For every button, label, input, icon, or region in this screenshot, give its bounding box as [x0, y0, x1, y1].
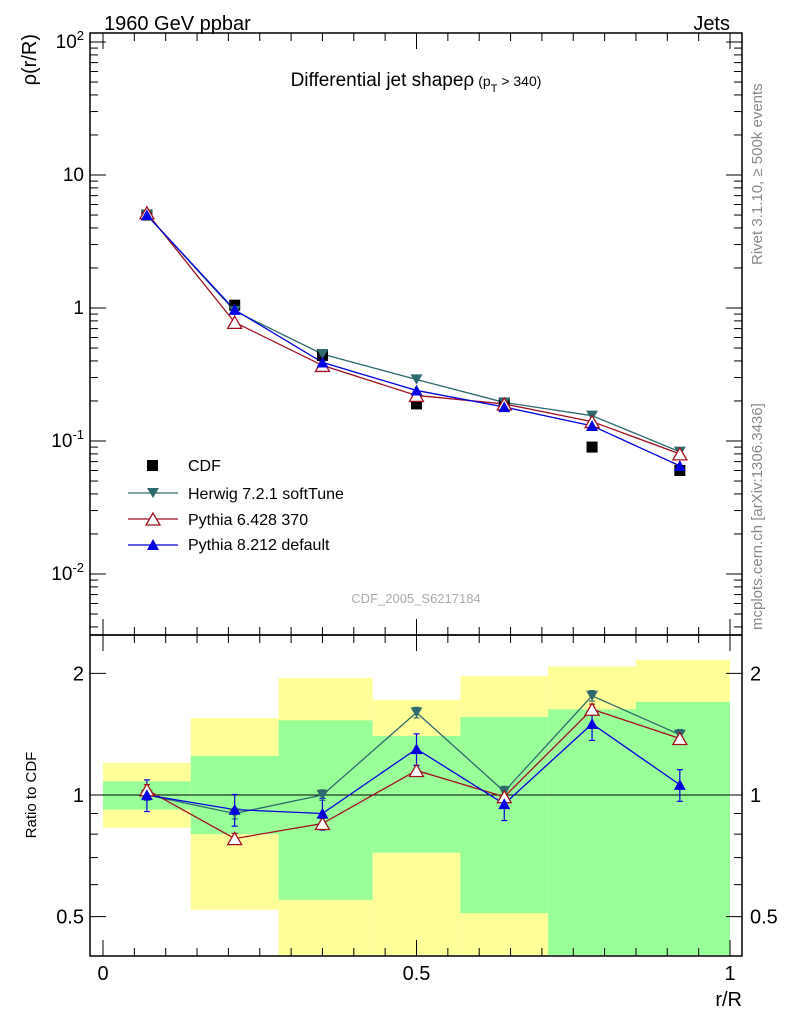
main-panel: 10-2 10-1 1 10 102 Differential jet shapeρ (p…: [19, 28, 743, 636]
header-right: Jets: [693, 13, 730, 35]
point-cdf: [586, 441, 598, 453]
ratio-y-tick-label: 1: [73, 785, 84, 807]
y-tick-label: 10-1: [51, 427, 84, 452]
point-herwig-7-2-1-softtune: [410, 374, 423, 385]
series-line-herwig-7-2-1-softtune: [146, 214, 681, 453]
y-tick-label: 10-2: [51, 560, 84, 585]
band-inner: [278, 720, 373, 900]
ratio-axis-ticks: 0.5 0.5 1 1 2 2 0 0.5 1: [56, 635, 778, 985]
legend-item-cdf: CDF: [147, 458, 221, 475]
ratio-point-herwig-7-2-1-softtune: [316, 789, 329, 801]
band-inner: [548, 709, 636, 955]
point-pythia-8-212-default: [228, 304, 241, 315]
legend-item-pythia6: Pythia 6.428 370: [128, 511, 308, 529]
main-axis-ticks: 10-2 10-1 1 10 102: [51, 28, 742, 635]
point-pythia-8-212-default: [410, 384, 423, 396]
x-axis-label: r/R: [715, 989, 742, 1011]
y-tick-label: 10: [63, 165, 84, 186]
point-pythia-8-212-default: [316, 356, 329, 368]
ratio-frame: [89, 634, 743, 957]
y-tick-label: 102: [56, 28, 84, 53]
ratio-uncertainty-bands: [103, 659, 730, 955]
ratio-y-tick-label-right: 2: [750, 663, 761, 685]
main-y-label: ρ(r/R): [19, 34, 41, 85]
point-pythia-8-212-default: [140, 209, 153, 221]
legend-item-pythia8: Pythia 8.212 default: [128, 537, 330, 554]
ratio-y-tick-label-right: 0.5: [750, 907, 778, 929]
ratio-y-tick-label: 2: [73, 663, 84, 685]
point-herwig-7-2-1-softtune: [316, 349, 329, 360]
legend-pythia8-marker: [147, 539, 159, 550]
ratio-series-markers: [138, 690, 688, 846]
ratio-point-pythia-8-212-default: [228, 803, 241, 815]
rivet-label: Rivet 3.1.10, ≥ 500k events: [749, 83, 766, 265]
legend-cdf-marker: [147, 460, 158, 471]
ratio-point-pythia-8-212-default: [410, 743, 423, 755]
main-title: Differential jet shapeρ (pT > 340): [291, 70, 542, 95]
series-line-pythia-8-212-default: [146, 214, 681, 467]
legend: CDF Herwig 7.2.1 softTune Pythia 6.428 3…: [128, 458, 344, 554]
legend-pythia8-label: Pythia 8.212 default: [188, 537, 330, 554]
ratio-y-tick-label-right: 1: [750, 785, 761, 807]
analysis-id: CDF_2005_S6217184: [351, 591, 480, 606]
legend-pythia6-label: Pythia 6.428 370: [188, 512, 308, 529]
ratio-point-pythia-6-428-370: [408, 763, 425, 778]
ratio-panel: 0.5 0.5 1 1 2 2 0 0.5 1 Ratio to CDF r/R: [23, 634, 778, 1011]
legend-herwig-marker: [147, 488, 159, 498]
point-pythia-8-212-default: [586, 420, 599, 431]
point-pythia-6-428-370: [226, 315, 243, 330]
ratio-point-pythia-6-428-370: [226, 831, 243, 846]
main-series-markers: [138, 205, 688, 477]
x-tick-label: 1: [724, 963, 735, 985]
series-line-pythia-6-428-370: [146, 212, 681, 455]
legend-cdf-label: CDF: [188, 458, 221, 475]
x-tick-label: 0: [97, 963, 108, 985]
point-pythia-8-212-default: [498, 401, 511, 413]
ratio-point-pythia-8-212-default: [316, 807, 329, 819]
ratio-point-pythia-6-428-370: [314, 816, 331, 831]
ratio-point-herwig-7-2-1-softtune: [586, 690, 599, 701]
legend-pythia6-marker: [144, 511, 162, 526]
point-pythia-8-212-default: [673, 460, 686, 471]
y-tick-label: 1: [73, 298, 84, 319]
ratio-point-pythia-6-428-370: [583, 701, 601, 716]
point-pythia-6-428-370: [671, 446, 688, 461]
point-cdf: [411, 398, 422, 410]
ratio-y-tick-label: 0.5: [56, 907, 84, 929]
header-left: 1960 GeV ppbar: [104, 13, 251, 35]
legend-herwig-label: Herwig 7.2.1 softTune: [188, 486, 344, 503]
legend-item-herwig: Herwig 7.2.1 softTune: [128, 486, 344, 503]
ratio-point-pythia-8-212-default: [673, 779, 686, 790]
x-tick-label: 0.5: [403, 963, 431, 985]
mcplots-label: mcplots.cern.ch [arXiv:1306.3436]: [749, 403, 766, 630]
ratio-point-pythia-8-212-default: [140, 789, 153, 801]
ratio-y-label: Ratio to CDF: [23, 752, 40, 839]
ratio-point-pythia-8-212-default: [586, 718, 599, 729]
ratio-point-pythia-8-212-default: [498, 798, 511, 810]
ratio-point-pythia-6-428-370: [671, 731, 688, 746]
ratio-point-herwig-7-2-1-softtune: [410, 707, 423, 718]
